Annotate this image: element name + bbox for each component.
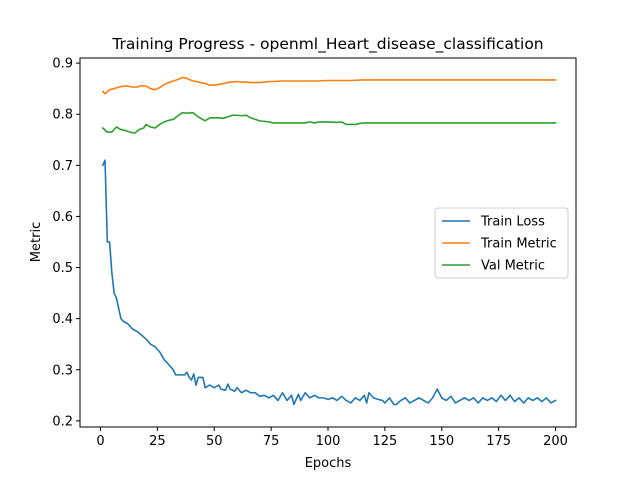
series-line-train-metric xyxy=(101,76,557,95)
y-tick-label: 0.7 xyxy=(52,159,73,174)
x-tick-label: 25 xyxy=(149,434,166,449)
series-line-train-loss xyxy=(101,159,557,406)
y-tick-label: 0.8 xyxy=(52,108,73,123)
x-axis-title: Epochs xyxy=(305,456,352,471)
axes-layer: 0 25 50 75 100 125 150 175 200 0.2 0.3 0.4 0.5 0.6 0.7… xyxy=(52,57,577,449)
legend-label: Train Metric xyxy=(480,237,557,252)
x-tick-label: 75 xyxy=(263,434,280,449)
y-tick-label: 0.3 xyxy=(52,363,73,378)
y-tick-label: 0.6 xyxy=(52,210,73,225)
y-axis-title: Metric xyxy=(29,222,44,262)
x-tick-label: 175 xyxy=(486,434,511,449)
x-tick-label: 125 xyxy=(372,434,397,449)
x-tick-label: 200 xyxy=(543,434,568,449)
y-tick-label: 0.5 xyxy=(52,261,73,276)
y-tick-label: 0.2 xyxy=(52,414,73,429)
x-tick-label: 150 xyxy=(429,434,454,449)
x-tick-label: 0 xyxy=(96,434,104,449)
legend-label: Train Loss xyxy=(480,215,545,230)
x-tick-label: 50 xyxy=(206,434,223,449)
legend-box xyxy=(434,207,569,279)
y-tick-label: 0.9 xyxy=(52,57,73,72)
legend: Train Loss Train Metric Val Metric xyxy=(434,207,569,279)
series-line-val-metric xyxy=(101,111,557,134)
x-tick-label: 100 xyxy=(316,434,341,449)
y-tick-label: 0.4 xyxy=(52,312,73,327)
legend-label: Val Metric xyxy=(481,259,545,274)
series-layer xyxy=(101,76,557,406)
chart-title: Training Progress - openml_Heart_disease… xyxy=(111,35,543,54)
